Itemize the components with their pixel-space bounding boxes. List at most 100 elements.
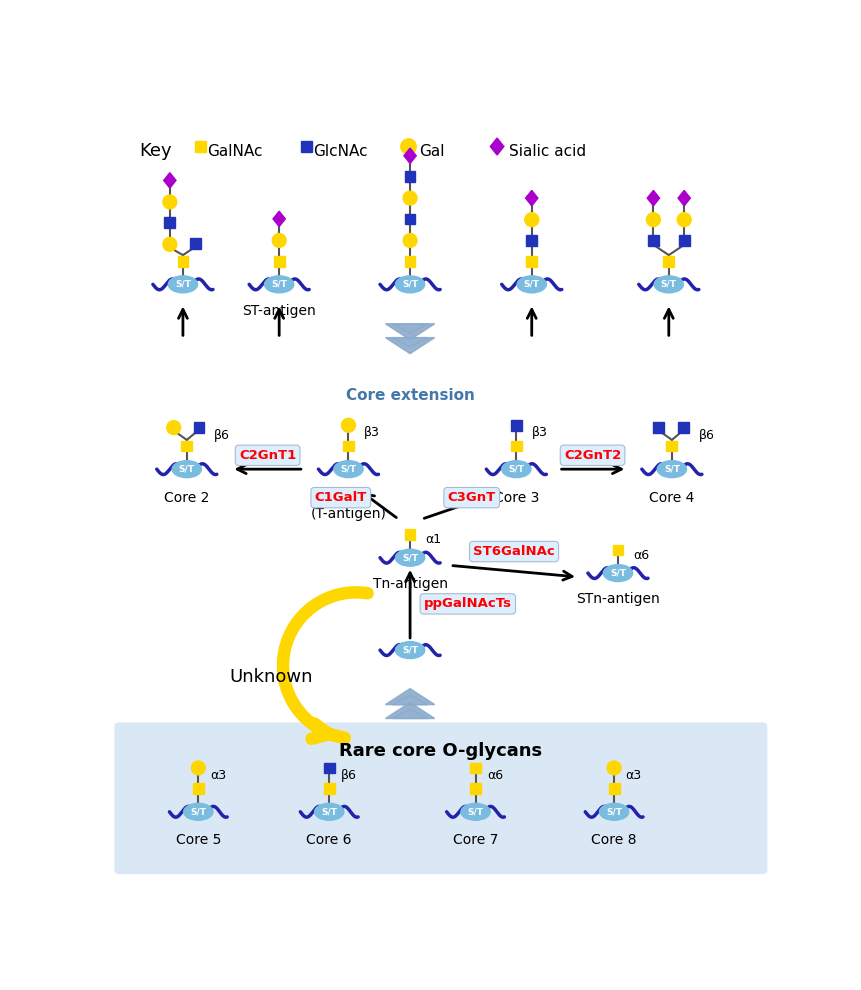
Text: S/T: S/T <box>402 645 418 654</box>
Bar <box>664 255 674 266</box>
Bar <box>526 235 537 246</box>
Bar <box>648 235 659 246</box>
Text: S/T: S/T <box>468 807 484 817</box>
Bar <box>470 783 481 794</box>
Ellipse shape <box>264 276 294 293</box>
Ellipse shape <box>502 460 531 477</box>
Text: Tn-antigen: Tn-antigen <box>373 577 448 591</box>
Text: C2GnT1: C2GnT1 <box>239 448 296 461</box>
Text: C3GnT: C3GnT <box>448 491 496 504</box>
Text: C2GnT2: C2GnT2 <box>564 448 621 461</box>
Bar <box>195 142 206 151</box>
Text: α3: α3 <box>210 769 226 782</box>
Text: Core 1
(T-antigen): Core 1 (T-antigen) <box>311 491 387 521</box>
Circle shape <box>607 761 621 775</box>
Bar <box>609 783 620 794</box>
Text: Core extension: Core extension <box>345 388 474 403</box>
Text: α6: α6 <box>487 769 503 782</box>
Bar <box>164 218 176 228</box>
Text: S/T: S/T <box>664 464 680 473</box>
Text: S/T: S/T <box>606 807 623 817</box>
Text: Core 8: Core 8 <box>592 834 637 847</box>
Bar <box>300 142 312 151</box>
Text: β3: β3 <box>532 427 548 440</box>
Bar <box>511 441 522 451</box>
Text: S/T: S/T <box>190 807 207 817</box>
Bar <box>678 235 690 246</box>
Text: S/T: S/T <box>179 464 195 473</box>
Ellipse shape <box>604 564 633 581</box>
Text: α3: α3 <box>626 769 641 782</box>
Bar <box>470 762 481 773</box>
Circle shape <box>403 234 417 248</box>
Text: GlcNAc: GlcNAc <box>313 144 368 158</box>
Text: Rare core O-glycans: Rare core O-glycans <box>339 742 542 760</box>
Text: β3: β3 <box>364 427 380 440</box>
Polygon shape <box>678 190 691 206</box>
Circle shape <box>525 213 539 227</box>
Bar <box>405 214 416 225</box>
Text: Core 7: Core 7 <box>453 834 499 847</box>
Text: Core 4: Core 4 <box>649 491 695 505</box>
Text: β6: β6 <box>214 429 230 442</box>
Polygon shape <box>490 138 504 155</box>
Ellipse shape <box>654 276 684 293</box>
Bar <box>193 783 204 794</box>
Text: Core 3: Core 3 <box>493 491 539 505</box>
Bar <box>653 422 664 433</box>
Bar <box>190 239 201 248</box>
Text: S/T: S/T <box>402 280 418 289</box>
Polygon shape <box>386 703 435 719</box>
Bar <box>343 441 354 451</box>
Circle shape <box>342 419 356 433</box>
Text: Core 2: Core 2 <box>164 491 209 505</box>
Circle shape <box>401 139 416 154</box>
Ellipse shape <box>599 803 629 821</box>
Ellipse shape <box>314 803 344 821</box>
Bar <box>666 441 678 451</box>
Text: ST-antigen: ST-antigen <box>242 304 316 318</box>
Text: S/T: S/T <box>321 807 338 817</box>
Circle shape <box>678 213 691 227</box>
Circle shape <box>647 213 660 227</box>
Text: GalNAc: GalNAc <box>208 144 263 158</box>
Polygon shape <box>386 338 435 353</box>
Text: C1GalT: C1GalT <box>314 491 367 504</box>
Bar <box>678 422 689 433</box>
Ellipse shape <box>461 803 490 821</box>
Polygon shape <box>647 190 660 206</box>
Bar <box>177 255 189 266</box>
Polygon shape <box>386 689 435 705</box>
Polygon shape <box>386 324 435 340</box>
Ellipse shape <box>395 642 424 658</box>
Circle shape <box>403 191 417 205</box>
Bar <box>405 530 416 540</box>
Text: α6: α6 <box>634 548 649 562</box>
Text: β6: β6 <box>699 429 715 442</box>
Ellipse shape <box>168 276 197 293</box>
Text: Unknown: Unknown <box>230 668 313 686</box>
Polygon shape <box>525 190 538 206</box>
Text: Core 5: Core 5 <box>176 834 221 847</box>
Polygon shape <box>273 211 285 227</box>
Ellipse shape <box>657 460 686 477</box>
Ellipse shape <box>395 276 424 293</box>
Bar <box>612 544 623 555</box>
Circle shape <box>191 761 205 775</box>
Text: S/T: S/T <box>508 464 524 473</box>
Text: Key: Key <box>139 143 172 160</box>
Bar <box>324 783 335 794</box>
Polygon shape <box>404 148 416 163</box>
Text: β6: β6 <box>341 769 356 782</box>
Text: ST6GalNAc: ST6GalNAc <box>474 545 554 558</box>
Bar <box>511 420 522 431</box>
Circle shape <box>167 421 181 435</box>
Text: S/T: S/T <box>271 280 288 289</box>
Bar <box>182 441 192 451</box>
Ellipse shape <box>517 276 547 293</box>
Bar <box>405 171 416 182</box>
Ellipse shape <box>395 549 424 566</box>
Text: S/T: S/T <box>402 553 418 562</box>
Bar <box>194 422 205 433</box>
Bar <box>274 255 285 266</box>
